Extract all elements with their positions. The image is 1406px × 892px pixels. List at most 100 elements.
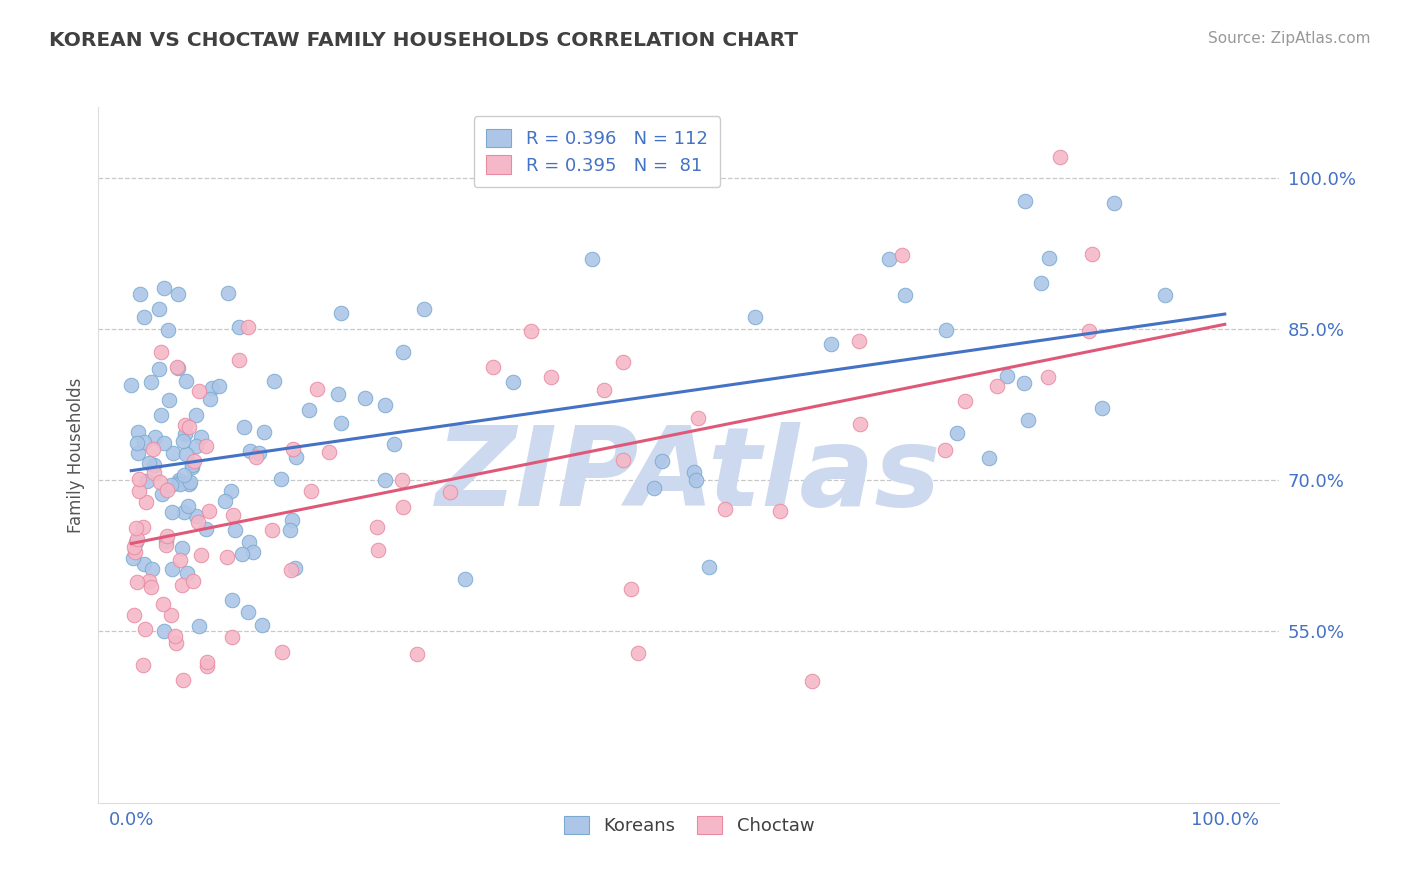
Point — [156, 483, 179, 497]
Point — [877, 252, 900, 266]
Point — [149, 408, 172, 422]
Point — [217, 285, 239, 300]
Point — [612, 355, 634, 369]
Point — [683, 465, 706, 479]
Point — [1153, 287, 1175, 301]
Point — [198, 503, 221, 517]
Point — [330, 416, 353, 430]
Point — [285, 450, 308, 465]
Point — [167, 473, 190, 487]
Point — [581, 252, 603, 267]
Point — [150, 345, 173, 359]
Point — [120, 378, 142, 392]
Point — [280, 523, 302, 537]
Point — [138, 456, 160, 470]
Point — [181, 574, 204, 588]
Point — [238, 535, 260, 549]
Point — [247, 446, 270, 460]
Point — [176, 566, 198, 581]
Point — [124, 545, 146, 559]
Point — [143, 467, 166, 481]
Point — [179, 420, 201, 434]
Point — [190, 548, 212, 562]
Point — [239, 444, 262, 458]
Point — [946, 425, 969, 440]
Point — [170, 541, 193, 555]
Point — [848, 417, 870, 431]
Point — [439, 485, 461, 500]
Point — [1029, 277, 1052, 291]
Point — [132, 310, 155, 325]
Point — [953, 394, 976, 409]
Point — [127, 436, 149, 450]
Text: ZIPAtlas: ZIPAtlas — [436, 422, 942, 529]
Point — [392, 345, 415, 359]
Point — [848, 334, 870, 348]
Point — [354, 391, 377, 405]
Point — [152, 624, 174, 639]
Point — [141, 562, 163, 576]
Point — [165, 635, 187, 649]
Point — [166, 286, 188, 301]
Point — [156, 529, 179, 543]
Point — [374, 398, 396, 412]
Legend: Koreans, Choctaw: Koreans, Choctaw — [557, 809, 821, 842]
Point — [139, 580, 162, 594]
Point — [1102, 195, 1125, 210]
Point — [155, 534, 177, 549]
Text: Source: ZipAtlas.com: Source: ZipAtlas.com — [1208, 31, 1371, 46]
Point — [125, 532, 148, 546]
Point — [136, 475, 159, 489]
Point — [153, 281, 176, 295]
Point — [934, 442, 956, 457]
Point — [132, 435, 155, 450]
Point — [374, 473, 396, 487]
Y-axis label: Family Households: Family Households — [66, 377, 84, 533]
Point — [1078, 324, 1101, 338]
Point — [318, 444, 340, 458]
Point — [148, 475, 170, 489]
Point — [894, 288, 917, 302]
Point — [157, 392, 180, 407]
Point — [173, 504, 195, 518]
Point — [160, 562, 183, 576]
Point — [194, 438, 217, 452]
Point — [155, 538, 177, 552]
Point — [167, 475, 190, 490]
Point — [166, 360, 188, 375]
Point — [134, 622, 156, 636]
Point — [714, 502, 737, 516]
Point — [141, 376, 163, 390]
Point — [502, 375, 524, 389]
Point — [143, 458, 166, 473]
Point — [179, 475, 201, 489]
Point — [890, 248, 912, 262]
Point — [263, 374, 285, 388]
Point — [986, 378, 1008, 392]
Point — [125, 535, 148, 549]
Point — [520, 324, 543, 338]
Point — [1049, 150, 1071, 164]
Point — [132, 658, 155, 673]
Point — [801, 674, 824, 689]
Point — [195, 656, 218, 670]
Point — [148, 361, 170, 376]
Point — [174, 427, 197, 442]
Point — [157, 323, 180, 337]
Point — [180, 458, 202, 472]
Point — [1017, 412, 1039, 426]
Point — [176, 447, 198, 461]
Point — [250, 618, 273, 632]
Point — [307, 382, 329, 396]
Point — [181, 459, 204, 474]
Point — [221, 592, 243, 607]
Point — [200, 381, 222, 395]
Point — [172, 673, 194, 688]
Point — [405, 648, 427, 662]
Point — [186, 408, 208, 422]
Point — [651, 454, 673, 468]
Point — [135, 494, 157, 508]
Point — [174, 374, 197, 388]
Point — [1036, 370, 1059, 384]
Point — [245, 450, 267, 465]
